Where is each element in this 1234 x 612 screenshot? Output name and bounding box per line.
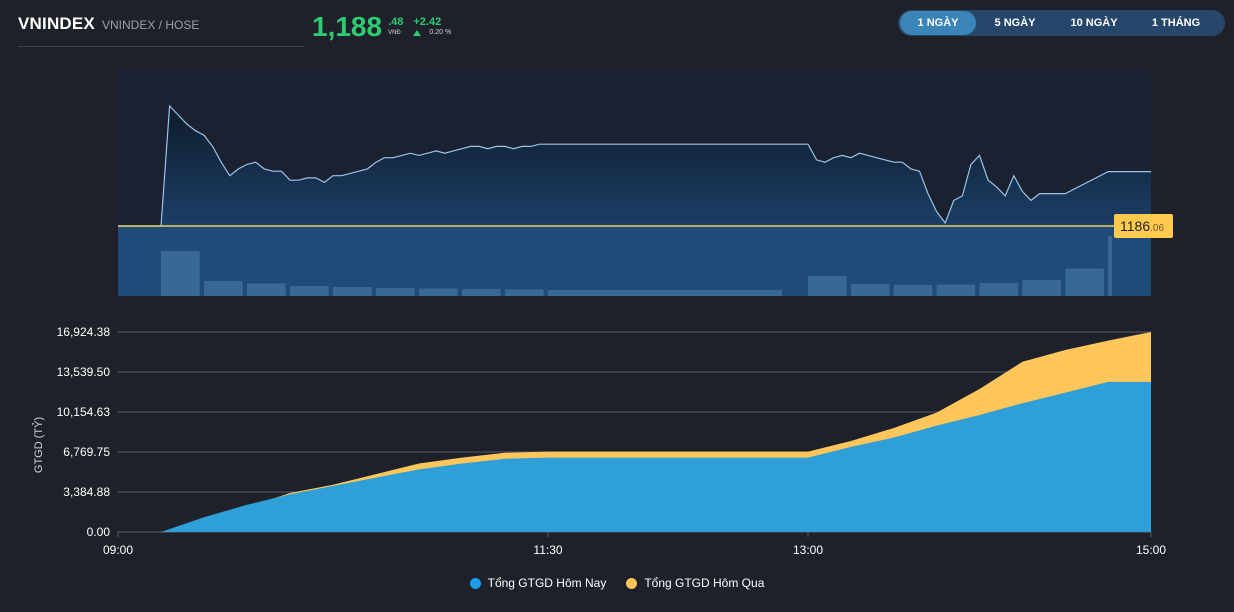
legend-label-today: Tổng GTGD Hôm Nay	[487, 576, 607, 590]
legend-dot-today	[469, 577, 481, 589]
y-tick-label: 0.00	[87, 525, 111, 539]
change-value: +2.42	[413, 16, 442, 28]
volume-bar	[204, 281, 243, 296]
exchange-label: VNINDEX / HOSE	[101, 18, 200, 32]
price-decimal: .48	[388, 16, 404, 28]
price-area	[161, 106, 1151, 226]
price-line	[118, 104, 1151, 227]
x-tick-label: 13:00	[793, 543, 823, 557]
x-tick-label: 11:30	[533, 543, 562, 557]
tab-5-days[interactable]: 5 NGÀY	[994, 17, 1036, 29]
volume-panel-bg	[118, 226, 1151, 296]
y-tick-label: 10,154.63	[57, 405, 111, 419]
y-tick-label: 13,539.50	[57, 365, 111, 379]
volume-bar	[462, 289, 501, 296]
y-tick-label: 6,769.75	[63, 445, 110, 459]
price-unit: VNĐ	[388, 30, 401, 36]
change-percent: 0.20 %	[429, 29, 452, 36]
volume-bar	[290, 286, 329, 296]
up-arrow-icon	[413, 30, 422, 36]
index-header: VNINDEX VNINDEX / HOSE	[18, 14, 199, 34]
volume-bar	[333, 287, 372, 296]
volume-bar	[893, 285, 933, 296]
volume-bar	[161, 251, 200, 296]
legend-label-yesterday: Tổng GTGD Hôm Qua	[644, 576, 765, 590]
header-divider	[18, 46, 304, 47]
volume-bar	[548, 290, 782, 296]
reference-label-bg	[1114, 214, 1173, 238]
volume-bar	[1108, 236, 1113, 296]
legend-item-today[interactable]: Tổng GTGD Hôm Nay	[469, 576, 607, 590]
price-block: 1,188 .48 VNĐ +2.42 0.20 %	[312, 10, 451, 44]
period-tabs: 1 NGÀY 5 NGÀY 10 NGÀY 1 THÁNG	[898, 10, 1225, 36]
legend: Tổng GTGD Hôm Nay Tổng GTGD Hôm Qua	[0, 576, 1234, 590]
volume-bar	[419, 288, 458, 296]
legend-dot-yesterday	[626, 577, 638, 589]
volume-bar	[376, 288, 415, 296]
x-tick-label: 15:00	[1136, 543, 1166, 557]
y-tick-label: 3,384.88	[63, 485, 110, 499]
volume-bar	[850, 284, 890, 296]
series-today-area	[118, 381, 1151, 532]
volume-bar	[808, 276, 847, 296]
volume-bar	[979, 283, 1019, 296]
tab-1-day[interactable]: 1 NGÀY	[900, 11, 976, 35]
volume-bar	[936, 284, 976, 296]
symbol-name: VNINDEX	[18, 14, 95, 33]
legend-item-yesterday[interactable]: Tổng GTGD Hôm Qua	[626, 576, 764, 590]
tab-10-days[interactable]: 10 NGÀY	[1070, 17, 1118, 29]
volume-bar	[505, 289, 544, 296]
tab-1-month[interactable]: 1 THÁNG	[1151, 17, 1201, 29]
reference-label-text: 1186.06	[1120, 218, 1164, 234]
volume-bar	[247, 283, 286, 296]
y-axis-title: GTGD (TỶ)	[32, 417, 45, 473]
x-tick-label: 09:00	[103, 543, 133, 557]
y-tick-label: 16,924.38	[57, 325, 111, 339]
volume-bar	[1065, 268, 1104, 296]
volume-bar	[1022, 280, 1061, 296]
reference-label: 1186.06	[1114, 214, 1173, 238]
price-integer: 1,188	[312, 11, 383, 42]
